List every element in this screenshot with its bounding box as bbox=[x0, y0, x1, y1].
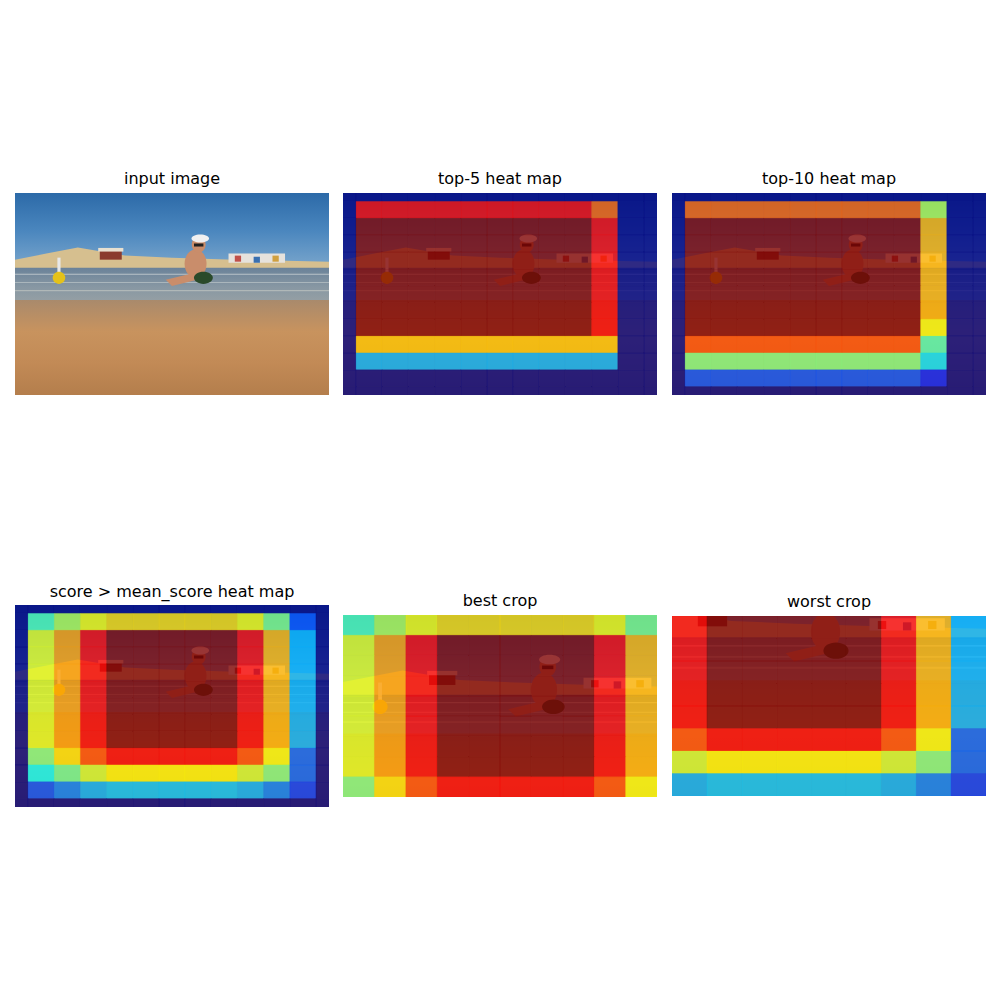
svg-text:top-5 heat map: top-5 heat map bbox=[438, 169, 562, 188]
svg-text:top-10 heat map: top-10 heat map bbox=[762, 169, 896, 188]
svg-text:worst crop: worst crop bbox=[787, 592, 871, 611]
svg-text:score > mean_score heat map: score > mean_score heat map bbox=[50, 582, 295, 602]
svg-text:input image: input image bbox=[124, 169, 220, 188]
svg-text:best crop: best crop bbox=[463, 591, 538, 610]
